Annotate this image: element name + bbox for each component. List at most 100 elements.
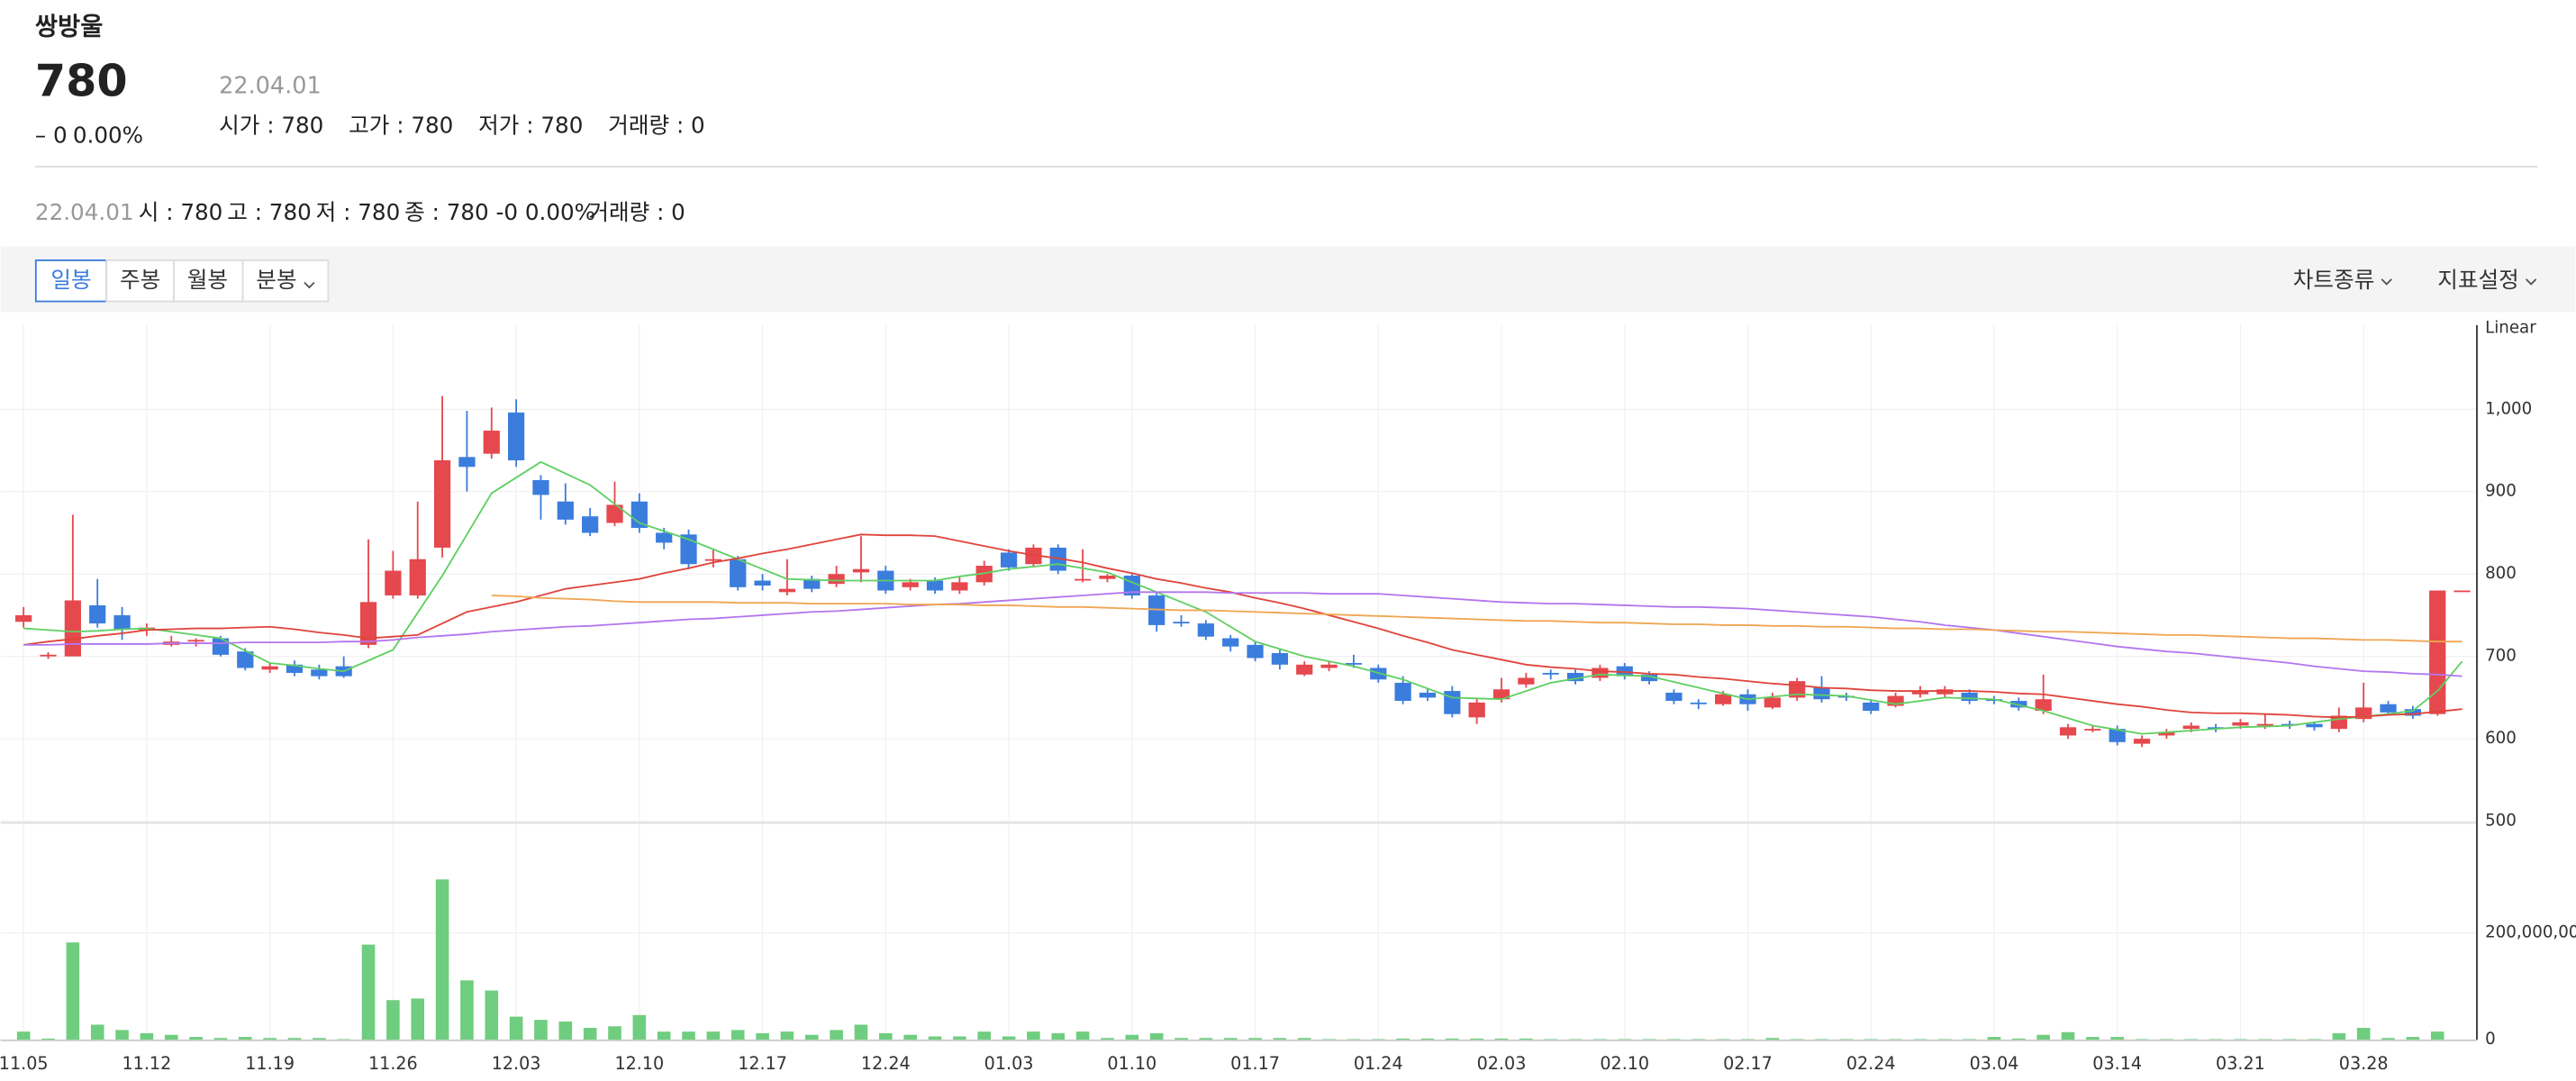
candle-body: [2182, 725, 2200, 730]
candle-body: [1863, 702, 1880, 712]
candle-body: [1592, 668, 1609, 678]
volume-bar: [41, 1038, 55, 1040]
candle-body: [1616, 666, 1633, 677]
volume-bar: [2012, 1038, 2026, 1040]
candle-body: [2207, 727, 2225, 730]
candle-body: [2454, 590, 2471, 593]
candle-body: [187, 640, 204, 642]
info-bar: 시 : 780 고 : 780 저 : 780 종 : 780 -0 0.00%거래량…: [139, 199, 685, 225]
volume-bar: [140, 1032, 154, 1040]
volume-bar: [1051, 1032, 1066, 1040]
candle-body: [828, 574, 845, 585]
candle-body: [1911, 691, 1929, 695]
volume-bar: [1199, 1038, 1213, 1040]
stat: 거래량 : 0: [608, 112, 705, 138]
volume-bar: [830, 1030, 843, 1040]
x-tick-label: 02.03: [1477, 1053, 1527, 1074]
tab[interactable]: [241, 259, 330, 303]
candle-body: [1173, 622, 1190, 624]
volume-bar: [977, 1031, 992, 1040]
volume-bar: [1175, 1038, 1188, 1040]
volume-bar: [1347, 1039, 1361, 1040]
candle-body: [2306, 723, 2323, 728]
y-tick-label: 500: [2485, 812, 2517, 831]
candle-body: [1468, 702, 1485, 718]
volume-bar: [1273, 1038, 1287, 1040]
volume-bar: [632, 1014, 647, 1040]
tab-label[interactable]: 주봉: [120, 267, 160, 293]
header-stats: 시가 : 780 고가 : 780 저가 : 780 거래량 : 0: [219, 112, 705, 138]
candle-body: [1492, 689, 1510, 700]
x-tick-label: 01.10: [1107, 1053, 1156, 1074]
y-tick-label: 200,000,000: [2485, 923, 2576, 942]
y-tick-label: 600: [2485, 729, 2517, 748]
volume-bar: [1642, 1039, 1656, 1040]
candle-body: [803, 578, 821, 589]
volume-bar: [1002, 1036, 1016, 1040]
volume-bar: [2356, 1028, 2371, 1040]
x-tick-label: 02.10: [1600, 1053, 1649, 1074]
menu[interactable]: 차트종류: [2293, 267, 2375, 293]
candle-body: [1566, 672, 1584, 682]
y-tick-label: 700: [2485, 647, 2517, 666]
volume-bar: [2184, 1039, 2199, 1040]
stat: 시가 : 780: [219, 112, 323, 138]
volume-bar: [66, 942, 80, 1040]
tab-label[interactable]: 월봉: [187, 267, 228, 293]
x-tick-label: 12.03: [492, 1053, 541, 1074]
volume-bar: [213, 1038, 228, 1040]
volume-bar: [164, 1034, 178, 1040]
stat: 저가 : 780: [478, 112, 583, 138]
header-date: 22.04.01: [219, 73, 322, 100]
volume-bar: [435, 879, 449, 1040]
volume-bar: [903, 1034, 917, 1040]
candle-body: [2232, 722, 2249, 726]
candle-body: [754, 580, 771, 586]
price-change: – 0: [35, 122, 68, 148]
candle-body: [1320, 664, 1338, 668]
volume-bar: [1716, 1039, 1730, 1040]
x-tick-label: 12.10: [614, 1053, 664, 1074]
candle-body: [656, 532, 673, 543]
candle-body: [261, 666, 278, 670]
candle-body: [1665, 692, 1683, 702]
tab-label[interactable]: 일봉: [50, 267, 91, 293]
candle-body: [1271, 653, 1288, 665]
x-tick-label: 11.19: [245, 1053, 295, 1074]
candle-body: [852, 568, 870, 573]
stock-price: 780: [35, 54, 128, 106]
volume-bar: [238, 1037, 252, 1040]
tab-label[interactable]: 분봉: [256, 267, 296, 293]
volume-bar: [1223, 1038, 1238, 1040]
candle-body: [359, 602, 377, 645]
volume-bar: [1568, 1039, 1583, 1040]
volume-bar: [2332, 1032, 2346, 1040]
volume-bar: [1864, 1039, 1878, 1040]
volume-bar: [2110, 1037, 2124, 1040]
candle-body: [1764, 697, 1781, 708]
chevron: [304, 281, 315, 289]
candle-body: [433, 459, 451, 548]
volume-bar: [1963, 1039, 1976, 1040]
candle-body: [778, 588, 796, 593]
volume-bar: [2282, 1039, 2297, 1040]
menu[interactable]: 지표설정: [2437, 267, 2519, 293]
candle-body: [1148, 595, 1166, 625]
candle-body: [1345, 662, 1363, 665]
candle-body: [64, 600, 81, 657]
volume-bar: [1839, 1039, 1854, 1040]
stat: 고가 : 780: [349, 112, 453, 138]
volume-bar: [1790, 1039, 1804, 1040]
volume-bar: [1519, 1038, 1533, 1040]
candle-body: [1099, 576, 1116, 579]
y-tick-label: 0: [2485, 1030, 2496, 1049]
candle-body: [1197, 623, 1214, 637]
y-tick-label: 800: [2485, 564, 2517, 583]
volume-bar: [953, 1036, 966, 1040]
scale-label: Linear: [2485, 319, 2536, 338]
tab[interactable]: [105, 259, 175, 303]
volume-bar: [115, 1030, 129, 1040]
candle-body: [2035, 699, 2052, 712]
tab[interactable]: [173, 259, 244, 303]
chart: 11.05 11.12 11.19 11.26 12.03 12.10 12.17 12.24…: [0, 319, 2576, 1074]
